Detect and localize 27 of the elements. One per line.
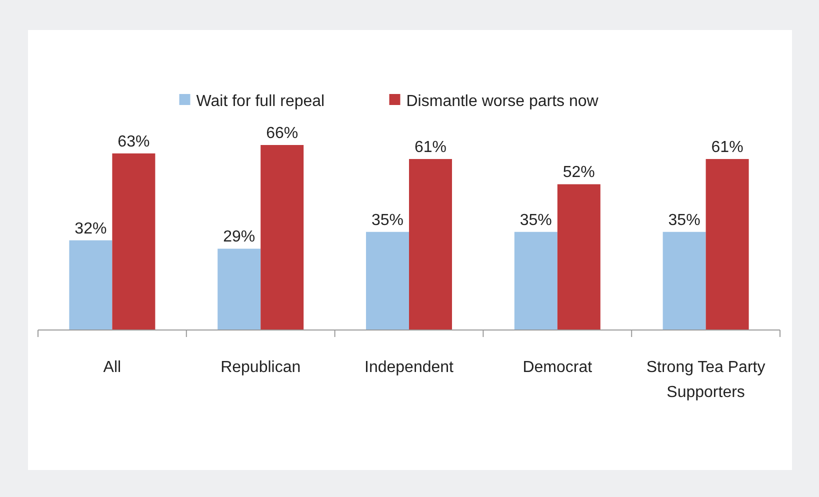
x-tick-label: All [103, 359, 122, 376]
bar [366, 232, 409, 330]
x-tick-label: Democrat [522, 359, 593, 376]
bar [514, 232, 558, 330]
bar [706, 159, 749, 330]
data-label: 35% [371, 212, 404, 229]
x-tick-label: Independent [364, 359, 454, 376]
data-label: 29% [223, 228, 256, 246]
data-label: 61% [711, 139, 744, 156]
bar [557, 184, 600, 330]
bar [218, 248, 261, 330]
legend-label: Dismantle worse parts now [406, 93, 599, 110]
bar [662, 232, 706, 330]
data-label: 35% [520, 212, 552, 229]
data-label: 61% [414, 139, 447, 156]
bar [409, 159, 452, 330]
data-label: 35% [668, 212, 700, 229]
legend-label: Wait for full repeal [196, 93, 325, 110]
data-label: 32% [74, 220, 107, 238]
data-label: 52% [562, 164, 595, 182]
bar [260, 145, 304, 330]
data-label: 63% [118, 133, 150, 150]
x-tick-label: Republican [220, 359, 301, 376]
data-label: 66% [266, 125, 298, 142]
bar [112, 153, 156, 330]
bar [69, 240, 112, 330]
x-tick-label: Strong Tea Party Supporters [646, 359, 766, 401]
